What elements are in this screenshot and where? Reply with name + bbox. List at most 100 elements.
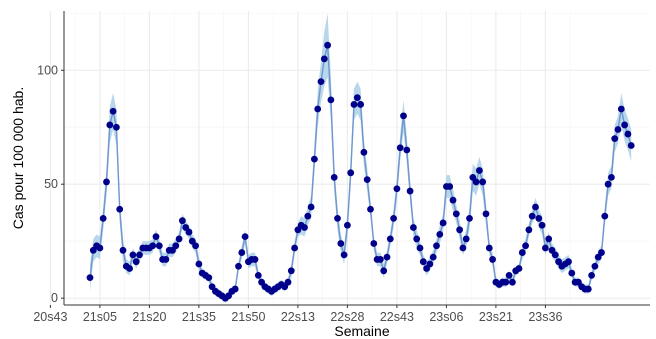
x-axis-title: Semaine [334, 323, 389, 339]
y-axis-title: Cas pour 100 000 hab. [10, 87, 26, 229]
data-point [485, 244, 493, 252]
data-point [360, 148, 368, 156]
data-point [86, 274, 94, 282]
data-point [396, 144, 404, 152]
data-point [179, 217, 186, 225]
data-point [254, 271, 262, 279]
data-point [489, 256, 496, 263]
data-point [410, 224, 417, 231]
data-point [251, 256, 259, 263]
data-point [479, 178, 487, 186]
data-point [287, 267, 295, 275]
data-point [320, 55, 328, 63]
data-point [433, 242, 440, 250]
data-point [617, 105, 625, 113]
data-point [357, 101, 364, 108]
data-point [192, 242, 200, 250]
data-point [439, 219, 447, 227]
data-point [337, 240, 345, 247]
x-tick-label: 22s28 [330, 310, 364, 324]
data-point [380, 267, 388, 275]
x-tick-label: 21s50 [231, 310, 265, 324]
data-point [608, 173, 615, 181]
data-point [588, 271, 595, 279]
data-point [155, 242, 163, 250]
data-point [456, 226, 463, 234]
data-point [195, 260, 203, 268]
data-point [429, 253, 437, 261]
x-tick-label: 23s21 [479, 310, 513, 324]
data-point [363, 176, 371, 184]
data-point [317, 78, 325, 86]
y-tick-label: 0 [51, 291, 58, 305]
data-point [205, 274, 213, 282]
x-tick-label: 21s05 [83, 310, 117, 324]
data-point [413, 235, 421, 243]
data-point [621, 121, 628, 129]
data-point [614, 126, 622, 133]
data-point [126, 265, 133, 272]
data-point [103, 178, 110, 186]
data-point [119, 246, 127, 254]
x-tick-label: 23s06 [429, 310, 463, 324]
data-point [113, 123, 120, 131]
major-gridlines [49, 11, 650, 305]
data-point [403, 146, 411, 154]
data-point [446, 183, 454, 190]
data-point [106, 121, 114, 129]
data-point [400, 112, 407, 120]
data-point [367, 205, 374, 213]
data-point [116, 205, 124, 213]
x-tick-label: 22s13 [281, 310, 315, 324]
data-point [462, 235, 470, 243]
data-point [528, 212, 536, 220]
data-point [538, 221, 546, 229]
data-point [568, 269, 576, 277]
data-point [231, 285, 239, 293]
data-point [149, 242, 157, 250]
data-point [307, 203, 315, 211]
data-point [509, 278, 516, 286]
x-tick-label: 20s43 [33, 310, 67, 324]
data-point [525, 226, 533, 234]
x-tick-label: 21s35 [182, 310, 216, 324]
x-tick-label: 21s20 [132, 310, 166, 324]
data-point [466, 215, 473, 222]
data-point [476, 167, 483, 174]
data-point [238, 249, 246, 256]
data-point [301, 224, 308, 231]
data-point [515, 265, 523, 272]
data-point [330, 173, 338, 181]
data-point [545, 235, 553, 243]
data-point [406, 187, 414, 195]
data-point [132, 258, 140, 266]
data-point [386, 235, 394, 243]
data-point [426, 260, 434, 268]
minor-gridlines [64, 11, 650, 305]
y-tick-label: 50 [44, 177, 58, 191]
data-point [347, 169, 355, 177]
data-point [416, 244, 424, 252]
data-point [502, 278, 510, 286]
data-point [235, 262, 242, 270]
data-point [518, 249, 526, 256]
data-point [172, 242, 180, 250]
data-point [393, 185, 401, 193]
data-point [353, 94, 361, 101]
data-point [344, 221, 351, 229]
data-point [136, 251, 143, 259]
data-point [350, 101, 358, 108]
data-point [324, 41, 331, 49]
data-point [591, 262, 599, 270]
data-point [109, 107, 117, 115]
data-point [334, 215, 341, 222]
data-point [311, 155, 318, 163]
data-point [436, 230, 444, 238]
data-point [601, 212, 609, 220]
data-point [96, 244, 104, 252]
series-points [86, 41, 635, 302]
data-point [162, 256, 170, 263]
data-point [505, 271, 513, 279]
y-tick-label: 100 [37, 63, 58, 77]
